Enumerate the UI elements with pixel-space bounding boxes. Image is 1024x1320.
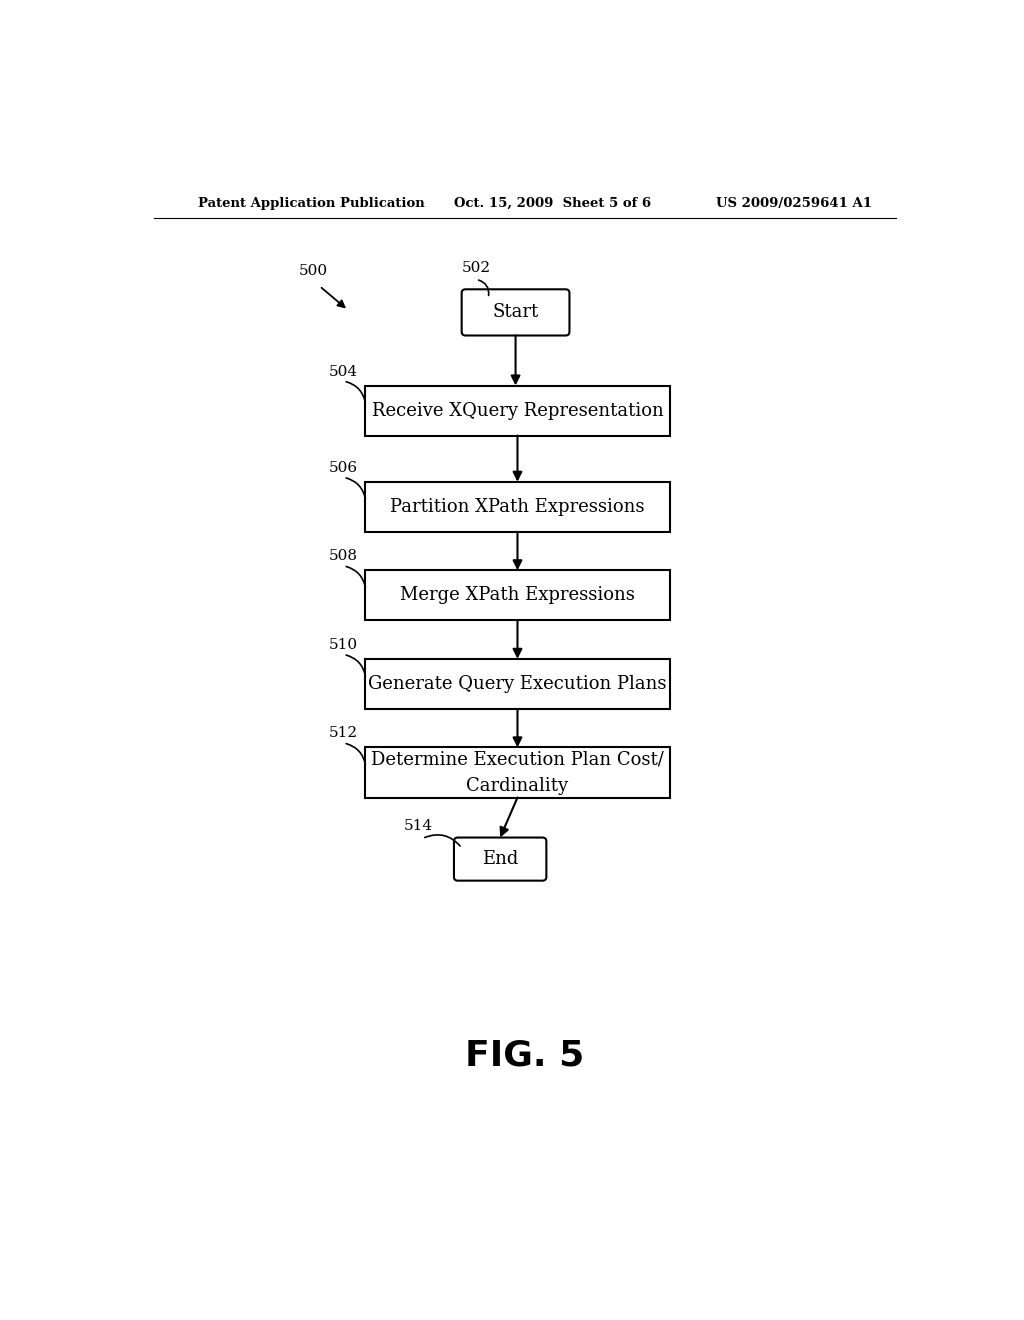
Text: 506: 506 [330,461,358,475]
Text: 514: 514 [403,818,433,833]
FancyBboxPatch shape [366,482,670,532]
Text: Oct. 15, 2009  Sheet 5 of 6: Oct. 15, 2009 Sheet 5 of 6 [454,197,651,210]
FancyBboxPatch shape [366,659,670,709]
FancyBboxPatch shape [366,747,670,797]
Text: 504: 504 [330,364,358,379]
Text: FIG. 5: FIG. 5 [465,1039,585,1072]
Text: Patent Application Publication: Patent Application Publication [199,197,425,210]
FancyBboxPatch shape [462,289,569,335]
Text: 508: 508 [330,549,358,564]
Text: End: End [482,850,518,869]
Text: US 2009/0259641 A1: US 2009/0259641 A1 [716,197,871,210]
Text: Partition XPath Expressions: Partition XPath Expressions [390,498,645,516]
Text: Merge XPath Expressions: Merge XPath Expressions [400,586,635,605]
Text: Generate Query Execution Plans: Generate Query Execution Plans [369,675,667,693]
FancyBboxPatch shape [366,385,670,436]
Text: Determine Execution Plan Cost/
Cardinality: Determine Execution Plan Cost/ Cardinali… [371,750,664,795]
Text: 500: 500 [298,264,328,279]
Text: 510: 510 [330,638,358,652]
Text: 512: 512 [330,726,358,741]
FancyBboxPatch shape [366,570,670,620]
Text: Receive XQuery Representation: Receive XQuery Representation [372,401,664,420]
Text: Start: Start [493,304,539,321]
Text: 502: 502 [462,261,490,276]
FancyBboxPatch shape [454,837,547,880]
